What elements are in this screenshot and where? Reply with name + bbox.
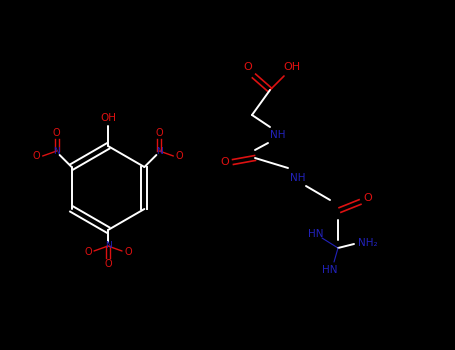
Text: O: O — [364, 193, 372, 203]
Text: O: O — [156, 128, 163, 138]
Text: HN: HN — [322, 265, 338, 275]
Text: O: O — [176, 151, 183, 161]
Text: O: O — [243, 62, 253, 72]
Text: N: N — [53, 147, 60, 155]
Text: O: O — [104, 259, 112, 269]
Text: O: O — [221, 157, 229, 167]
Text: N: N — [105, 241, 111, 251]
Text: O: O — [33, 151, 40, 161]
Text: O: O — [84, 247, 92, 257]
Text: O: O — [124, 247, 132, 257]
Text: NH₂: NH₂ — [358, 238, 378, 248]
Text: OH: OH — [100, 113, 116, 123]
Text: OH: OH — [283, 62, 301, 72]
Text: HN: HN — [308, 229, 324, 239]
Text: N: N — [156, 147, 163, 155]
Text: O: O — [53, 128, 61, 138]
Text: NH: NH — [270, 130, 286, 140]
Text: NH: NH — [290, 173, 306, 183]
